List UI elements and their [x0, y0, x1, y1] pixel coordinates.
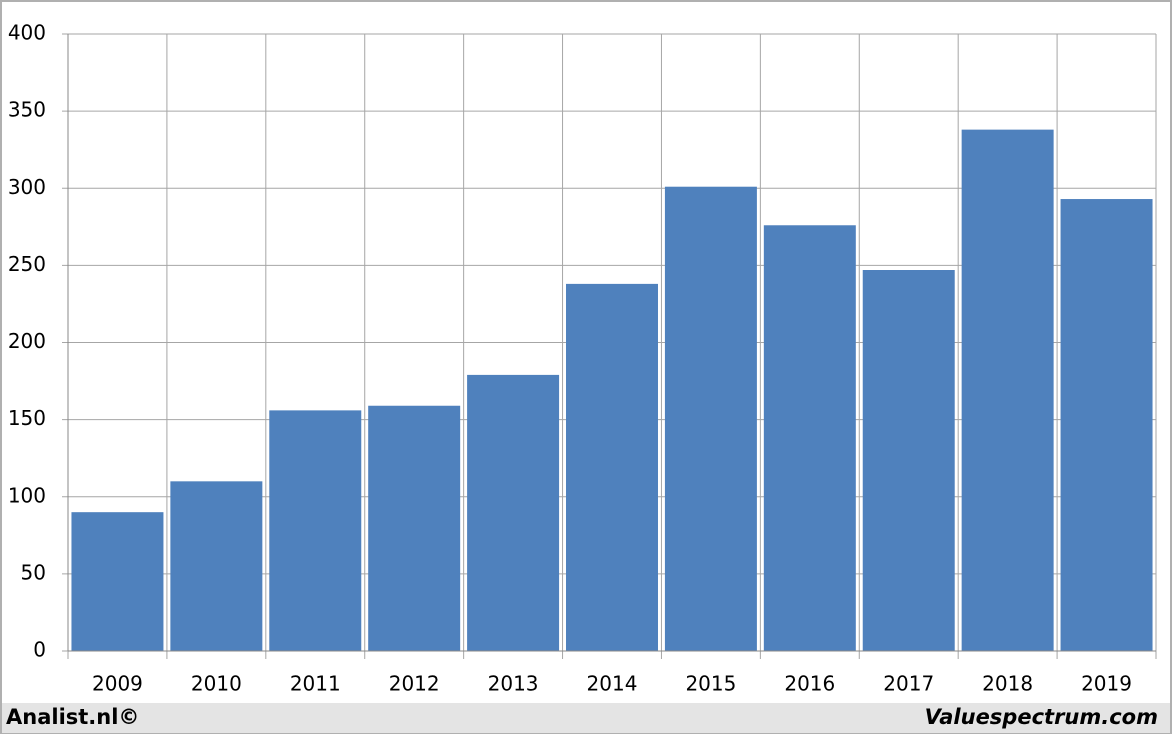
x-tick-label: 2019 [1081, 672, 1132, 696]
y-tick-label: 150 [8, 406, 46, 430]
x-tick-label: 2017 [883, 672, 934, 696]
y-tick-label: 200 [8, 329, 46, 353]
y-tick-label: 350 [8, 98, 46, 122]
y-tick-label: 250 [8, 252, 46, 276]
x-tick-label: 2009 [92, 672, 143, 696]
bar [862, 270, 955, 651]
bar [961, 129, 1054, 651]
bar [269, 410, 362, 651]
bar [71, 512, 164, 651]
y-tick-label: 0 [33, 638, 46, 662]
y-tick-label: 50 [21, 560, 46, 584]
bar [664, 186, 757, 651]
x-tick-label: 2012 [389, 672, 440, 696]
footer-right: Valuespectrum.com [925, 705, 1158, 729]
bar [467, 374, 560, 651]
x-tick-label: 2015 [685, 672, 736, 696]
bar [170, 481, 263, 651]
bar [1060, 199, 1153, 652]
y-tick-label: 400 [8, 21, 46, 45]
x-tick-label: 2016 [784, 672, 835, 696]
x-tick-label: 2014 [587, 672, 638, 696]
bar [368, 405, 461, 651]
x-tick-label: 2013 [488, 672, 539, 696]
footer-bar [2, 703, 1170, 733]
x-tick-label: 2011 [290, 672, 341, 696]
y-tick-label: 100 [8, 483, 46, 507]
bar [763, 225, 856, 651]
y-tick-label: 300 [8, 175, 46, 199]
bar [566, 283, 658, 651]
footer-left: Analist.nl© [6, 705, 139, 729]
x-tick-label: 2010 [191, 672, 242, 696]
x-tick-label: 2018 [982, 672, 1033, 696]
